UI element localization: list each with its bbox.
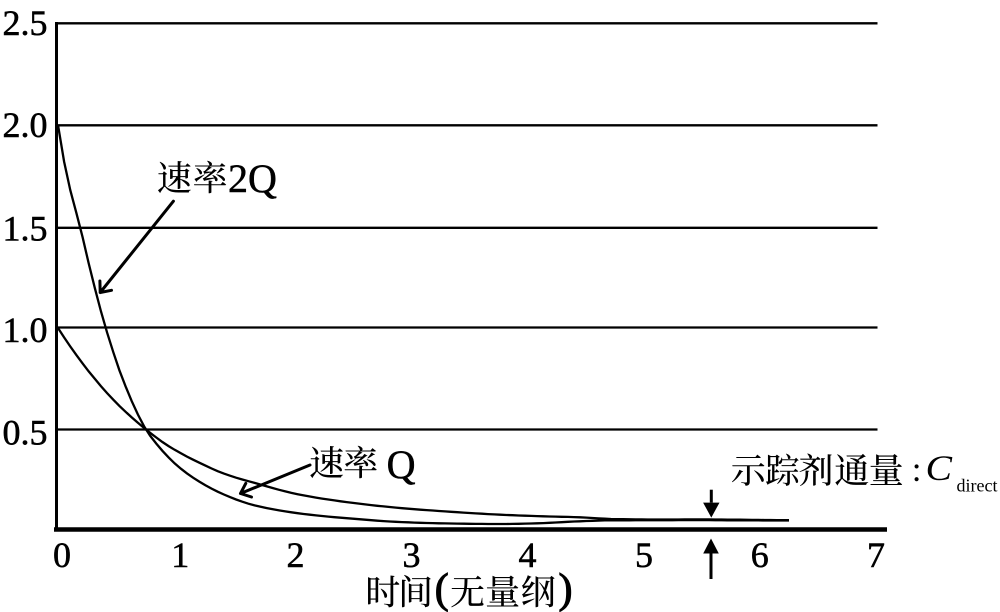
- svg-text:4: 4: [519, 535, 537, 575]
- svg-text:): ): [559, 567, 573, 612]
- svg-text:1.0: 1.0: [3, 310, 48, 350]
- svg-text:5: 5: [635, 535, 653, 575]
- svg-text:2Q: 2Q: [228, 156, 277, 201]
- svg-text:direct: direct: [957, 476, 998, 496]
- svg-text:Q: Q: [387, 442, 416, 487]
- svg-text:2: 2: [287, 535, 305, 575]
- svg-text:1.5: 1.5: [3, 209, 48, 249]
- svg-text:2.0: 2.0: [3, 105, 48, 145]
- svg-text:7: 7: [867, 535, 885, 575]
- svg-text:6: 6: [751, 535, 769, 575]
- svg-text:(: (: [435, 567, 449, 612]
- svg-text:1: 1: [171, 535, 189, 575]
- svg-text:C: C: [926, 448, 954, 488]
- svg-text::: :: [912, 450, 922, 489]
- svg-text:3: 3: [403, 535, 421, 575]
- svg-text:0.5: 0.5: [3, 412, 48, 452]
- svg-text:2.5: 2.5: [3, 3, 48, 43]
- svg-text:0: 0: [53, 535, 71, 575]
